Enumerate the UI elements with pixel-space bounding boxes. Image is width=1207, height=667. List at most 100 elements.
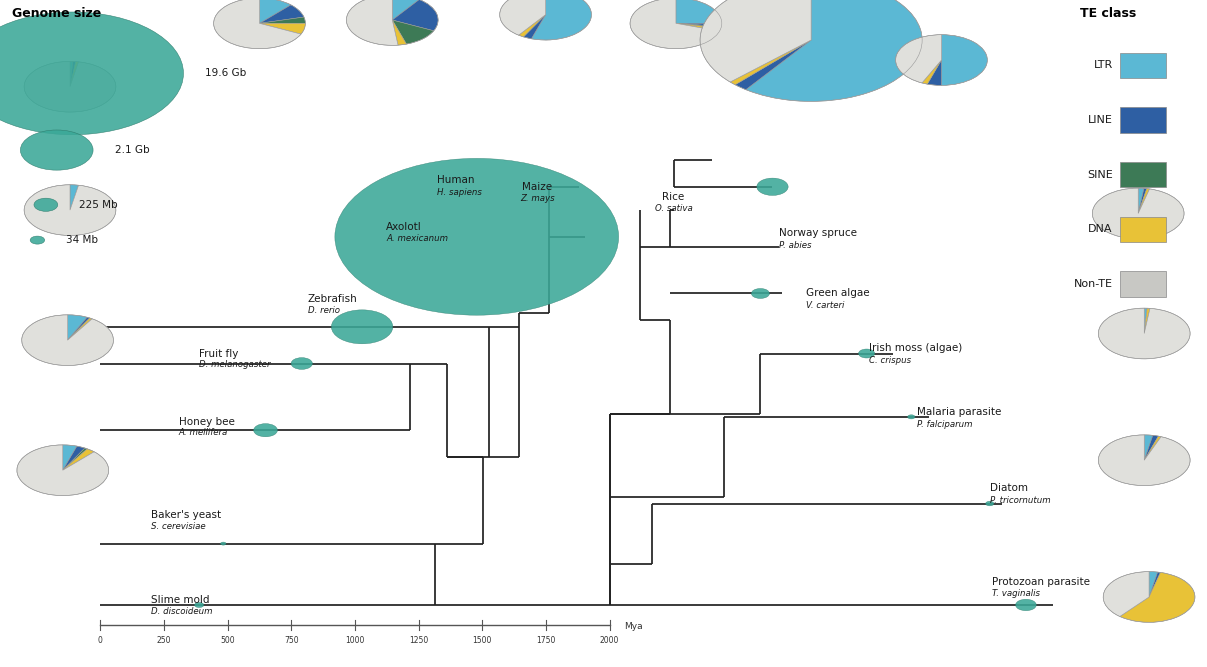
Wedge shape bbox=[70, 185, 78, 210]
Wedge shape bbox=[500, 0, 546, 35]
Text: T. vaginalis: T. vaginalis bbox=[992, 589, 1040, 598]
Wedge shape bbox=[524, 15, 546, 39]
Text: P. tricornutum: P. tricornutum bbox=[990, 496, 1050, 505]
Circle shape bbox=[30, 236, 45, 244]
Text: LINE: LINE bbox=[1088, 115, 1113, 125]
Wedge shape bbox=[68, 315, 87, 340]
Wedge shape bbox=[519, 15, 546, 37]
Wedge shape bbox=[70, 61, 72, 87]
Text: Slime mold: Slime mold bbox=[151, 596, 209, 605]
Wedge shape bbox=[676, 0, 722, 23]
Wedge shape bbox=[676, 23, 722, 27]
Wedge shape bbox=[700, 0, 811, 82]
Circle shape bbox=[986, 502, 993, 506]
Wedge shape bbox=[1144, 435, 1153, 460]
Wedge shape bbox=[68, 317, 89, 340]
Wedge shape bbox=[1144, 436, 1159, 460]
Wedge shape bbox=[1092, 188, 1184, 239]
Wedge shape bbox=[896, 35, 941, 83]
Text: Human: Human bbox=[437, 175, 474, 185]
Circle shape bbox=[334, 158, 619, 315]
Text: D. melanogaster: D. melanogaster bbox=[199, 360, 270, 370]
Wedge shape bbox=[63, 449, 94, 470]
Text: SINE: SINE bbox=[1088, 170, 1113, 179]
Text: Z. mays: Z. mays bbox=[520, 194, 554, 203]
Wedge shape bbox=[1138, 188, 1144, 213]
Wedge shape bbox=[676, 23, 721, 31]
Text: V. carteri: V. carteri bbox=[806, 301, 845, 310]
Circle shape bbox=[221, 542, 226, 545]
Text: Mya: Mya bbox=[624, 622, 642, 632]
Text: Green algae: Green algae bbox=[806, 289, 870, 298]
Text: Fruit fly: Fruit fly bbox=[199, 349, 239, 358]
Wedge shape bbox=[941, 35, 987, 85]
Wedge shape bbox=[17, 445, 109, 496]
Text: 250: 250 bbox=[157, 636, 171, 644]
Text: Malaria parasite: Malaria parasite bbox=[917, 408, 1002, 417]
Wedge shape bbox=[1120, 572, 1195, 622]
Text: 225 Mb: 225 Mb bbox=[80, 200, 118, 209]
Wedge shape bbox=[1144, 436, 1161, 460]
Wedge shape bbox=[1144, 308, 1150, 334]
Text: Norway spruce: Norway spruce bbox=[779, 229, 857, 238]
Text: LTR: LTR bbox=[1094, 61, 1113, 70]
Text: Diatom: Diatom bbox=[990, 484, 1027, 493]
Wedge shape bbox=[260, 0, 291, 23]
Text: Irish moss (algae): Irish moss (algae) bbox=[869, 344, 962, 353]
Wedge shape bbox=[922, 60, 941, 84]
Wedge shape bbox=[1144, 308, 1147, 334]
Wedge shape bbox=[63, 448, 87, 470]
Text: 34 Mb: 34 Mb bbox=[66, 235, 99, 245]
Wedge shape bbox=[24, 61, 116, 112]
Text: H. sapiens: H. sapiens bbox=[437, 187, 482, 197]
Circle shape bbox=[752, 289, 769, 298]
Text: P. falciparum: P. falciparum bbox=[917, 420, 973, 429]
Text: C. crispus: C. crispus bbox=[869, 356, 911, 365]
Wedge shape bbox=[927, 60, 941, 85]
Circle shape bbox=[332, 310, 392, 344]
Circle shape bbox=[908, 415, 915, 419]
Wedge shape bbox=[214, 0, 301, 49]
Circle shape bbox=[291, 358, 313, 370]
FancyBboxPatch shape bbox=[1120, 107, 1166, 133]
Text: Rice: Rice bbox=[663, 192, 684, 201]
Text: Zebrafish: Zebrafish bbox=[308, 294, 357, 303]
Text: 1500: 1500 bbox=[472, 636, 492, 644]
Text: D. rerio: D. rerio bbox=[308, 305, 340, 315]
Text: 2.1 Gb: 2.1 Gb bbox=[115, 145, 150, 155]
Wedge shape bbox=[22, 315, 113, 366]
Circle shape bbox=[34, 198, 58, 211]
Wedge shape bbox=[24, 185, 116, 235]
Wedge shape bbox=[63, 445, 77, 470]
Text: Baker's yeast: Baker's yeast bbox=[151, 510, 221, 520]
Wedge shape bbox=[1149, 572, 1160, 597]
Wedge shape bbox=[260, 23, 305, 34]
Text: Axolotl: Axolotl bbox=[386, 222, 422, 231]
Text: Non-TE: Non-TE bbox=[1074, 279, 1113, 289]
Text: 1750: 1750 bbox=[536, 636, 555, 644]
Wedge shape bbox=[1138, 189, 1149, 213]
FancyBboxPatch shape bbox=[1120, 162, 1166, 187]
Text: 1250: 1250 bbox=[409, 636, 428, 644]
Wedge shape bbox=[63, 446, 84, 470]
Circle shape bbox=[1015, 599, 1037, 611]
Wedge shape bbox=[260, 17, 305, 23]
Wedge shape bbox=[70, 61, 76, 87]
Wedge shape bbox=[1138, 188, 1147, 213]
Text: 0: 0 bbox=[98, 636, 103, 644]
Wedge shape bbox=[735, 40, 811, 89]
Text: DNA: DNA bbox=[1089, 225, 1113, 234]
Circle shape bbox=[21, 130, 93, 170]
Wedge shape bbox=[730, 40, 811, 85]
Text: Genome size: Genome size bbox=[12, 7, 101, 19]
Wedge shape bbox=[392, 20, 407, 45]
Wedge shape bbox=[630, 0, 719, 49]
FancyBboxPatch shape bbox=[1120, 217, 1166, 242]
Text: 1000: 1000 bbox=[345, 636, 365, 644]
Text: O. sativa: O. sativa bbox=[654, 204, 693, 213]
Text: Honey bee: Honey bee bbox=[179, 417, 234, 426]
Circle shape bbox=[858, 349, 875, 358]
Text: 500: 500 bbox=[220, 636, 235, 644]
Wedge shape bbox=[1098, 308, 1190, 359]
Circle shape bbox=[194, 602, 204, 608]
